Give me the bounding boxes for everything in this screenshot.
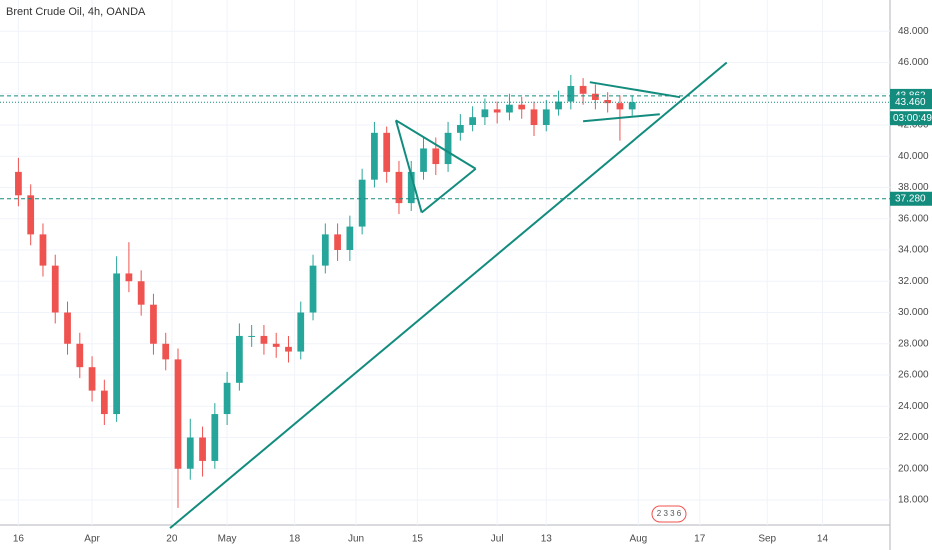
price-label: 43.460 [895, 97, 926, 108]
candle-body [518, 104, 526, 110]
candle-body [493, 109, 501, 113]
candle-body [162, 343, 170, 360]
x-tick-label: Sep [758, 534, 776, 545]
x-tick-label: May [218, 534, 237, 545]
trend-line [589, 81, 681, 99]
y-tick-label: 36.000 [898, 213, 929, 224]
candle-body [113, 273, 120, 415]
y-tick-label: 48.000 [898, 26, 929, 37]
candle-body [248, 335, 256, 337]
candle-body [604, 100, 612, 104]
candle-body [174, 359, 182, 469]
y-tick-label: 46.000 [898, 57, 929, 68]
candle-body [616, 103, 624, 110]
candle-body [285, 346, 292, 352]
candle-body [100, 390, 108, 415]
candle-body [211, 414, 219, 461]
x-tick-label: Jun [348, 534, 364, 545]
trend-line [169, 61, 728, 529]
candle-body [432, 148, 440, 165]
candle-body [150, 304, 157, 344]
candle-body [199, 437, 206, 461]
trend-line [394, 120, 423, 213]
price-label-box [890, 95, 932, 110]
trend-line [583, 113, 660, 123]
y-tick-label: 26.000 [898, 370, 929, 381]
x-tick-label: Aug [629, 534, 647, 545]
candle-body [420, 148, 427, 172]
x-tick-label: 15 [412, 534, 424, 545]
countdown-box [890, 111, 932, 126]
candle-body [334, 234, 341, 250]
candle-body [395, 171, 403, 204]
x-tick-label: 18 [289, 534, 301, 545]
y-tick-label: 22.000 [898, 432, 929, 443]
x-tick-label: 20 [166, 534, 178, 545]
candle-body [592, 93, 599, 100]
candle-body [383, 132, 391, 172]
candle-body [272, 343, 280, 347]
candle-body [223, 382, 231, 415]
trend-line [421, 167, 477, 214]
candle-body [76, 343, 84, 368]
y-tick-label: 32.000 [898, 276, 929, 287]
candle-body [64, 312, 71, 344]
candle-body [407, 171, 415, 204]
x-tick-label: 16 [13, 534, 25, 545]
candle-body [469, 117, 476, 125]
candle-body [236, 335, 243, 383]
x-tick-label: Jul [491, 534, 504, 545]
candle-body [260, 335, 268, 344]
y-tick-label: 40.000 [898, 151, 929, 162]
y-tick-label: 30.000 [898, 307, 929, 318]
candle-body [444, 132, 452, 165]
candle-body [628, 102, 636, 110]
candle-body [579, 85, 587, 94]
candle-body [371, 132, 378, 180]
badge-box [651, 505, 687, 523]
candle-body [88, 367, 96, 391]
candle-body [15, 171, 22, 196]
y-tick-label: 20.000 [898, 463, 929, 474]
y-tick-label: 18.000 [898, 495, 929, 506]
candle-body [506, 104, 513, 113]
y-tick-label: 28.000 [898, 338, 929, 349]
badge: 2 3 3 6 [657, 509, 682, 518]
candle-body [309, 265, 317, 313]
candle-body [27, 195, 35, 235]
candle-body [125, 273, 133, 282]
candle-body [137, 281, 145, 305]
price-label: 37.280 [895, 193, 926, 204]
price-label-box [890, 191, 932, 206]
candle-body [456, 125, 464, 133]
y-tick-label: 34.000 [898, 245, 929, 256]
candle-body [186, 437, 194, 469]
x-tick-label: Apr [84, 534, 100, 545]
x-tick-label: 14 [817, 534, 829, 545]
candle-body [39, 234, 47, 266]
candle-body [358, 179, 366, 227]
candle-body [555, 101, 562, 110]
candle-body [567, 85, 575, 102]
candle-body [346, 226, 354, 250]
candle-body [542, 109, 550, 125]
y-tick-label: 38.000 [898, 182, 929, 193]
candle-body [51, 265, 59, 313]
x-tick-label: 13 [541, 534, 553, 545]
candle-body [297, 312, 305, 352]
countdown: 03:00:49 [893, 113, 932, 124]
trend-line [395, 119, 477, 170]
candle-body [481, 109, 489, 118]
chart-title: Brent Crude Oil, 4h, OANDA [6, 6, 146, 18]
candle-body [530, 109, 538, 125]
y-tick-label: 24.000 [898, 401, 929, 412]
x-tick-label: 17 [694, 534, 706, 545]
candle-body [321, 234, 329, 266]
